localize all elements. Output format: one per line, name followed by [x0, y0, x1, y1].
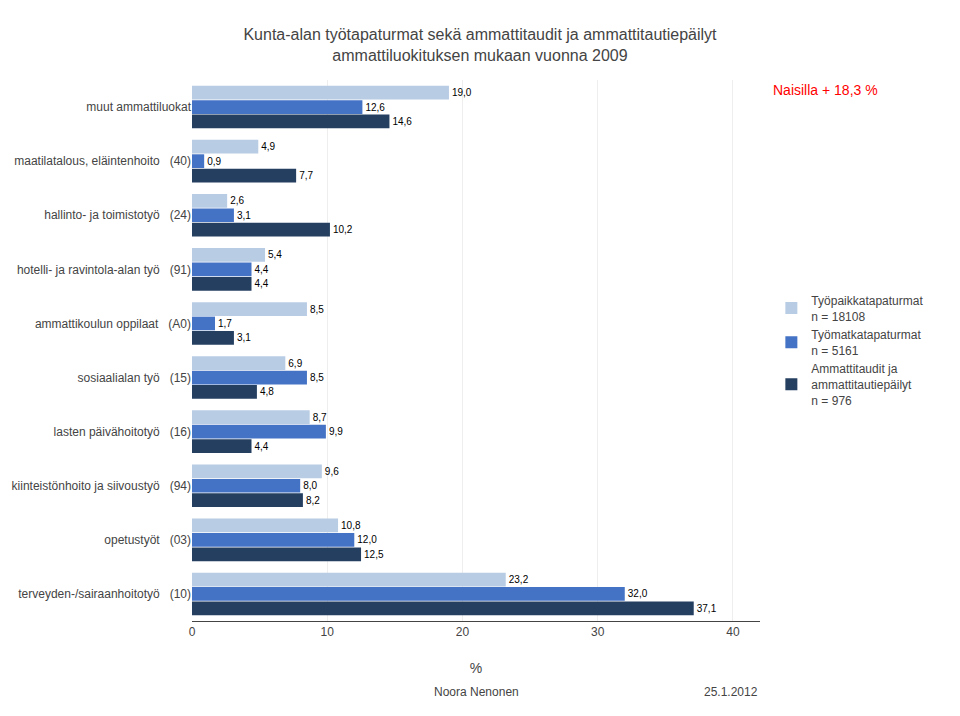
svg-text:23,2: 23,2: [509, 574, 529, 585]
svg-text:8,5: 8,5: [310, 304, 324, 315]
svg-text:4,8: 4,8: [260, 386, 274, 397]
svg-text:37,1: 37,1: [697, 603, 717, 614]
svg-text:opetustyöt (03): opetustyöt (03): [104, 533, 191, 547]
svg-text:ammattikoulun oppilaat (A0): ammattikoulun oppilaat (A0): [35, 317, 191, 331]
svg-text:kiinteistönhoito ja siivoustyö: kiinteistönhoito ja siivoustyö (94): [12, 479, 191, 493]
svg-text:8,2: 8,2: [306, 495, 320, 506]
svg-text:14,6: 14,6: [392, 116, 412, 127]
svg-text:10,8: 10,8: [341, 520, 361, 531]
svg-text:Noora Nenonen: Noora Nenonen: [434, 685, 519, 699]
svg-text:Työmatkatapaturmatn = 5161: Työmatkatapaturmatn = 5161: [811, 328, 921, 358]
svg-text:12,0: 12,0: [357, 534, 377, 545]
svg-text:Työpaikkatapaturmatn = 18108: Työpaikkatapaturmatn = 18108: [811, 294, 923, 324]
svg-text:hallinto- ja toimistotyö (24: hallinto- ja toimistotyö (24): [44, 208, 191, 222]
svg-text:8,7: 8,7: [313, 412, 327, 423]
svg-text:sosiaalialan työ (15): sosiaalialan työ (15): [78, 371, 191, 385]
svg-text:12,5: 12,5: [364, 549, 384, 560]
svg-text:4,4: 4,4: [255, 441, 269, 452]
svg-text:0,9: 0,9: [207, 156, 221, 167]
svg-text:19,0: 19,0: [452, 87, 472, 98]
svg-text:6,9: 6,9: [288, 358, 302, 369]
svg-text:terveyden-/sairaanhoitotyö (: terveyden-/sairaanhoitotyö (10): [18, 587, 191, 601]
svg-text:9,6: 9,6: [325, 466, 339, 477]
svg-text:5,4: 5,4: [268, 249, 282, 260]
svg-text:9,9: 9,9: [329, 426, 343, 437]
svg-text:1,7: 1,7: [218, 318, 232, 329]
svg-text:Kunta-alan työtapaturmat sekä: Kunta-alan työtapaturmat sekä ammattitau…: [243, 26, 717, 64]
svg-text:3,1: 3,1: [237, 332, 251, 343]
svg-text:12,6: 12,6: [365, 102, 385, 113]
svg-text:Ammattitaudit jaammattitautiep: Ammattitaudit jaammattitautiepäilytn = 9…: [811, 362, 912, 407]
svg-text:20: 20: [456, 625, 470, 639]
svg-text:maatilatalous, eläintenhoito: maatilatalous, eläintenhoito (40): [14, 154, 191, 168]
svg-text:muut ammattiluokat: muut ammattiluokat: [86, 100, 191, 114]
svg-text:2,6: 2,6: [230, 195, 244, 206]
svg-text:4,9: 4,9: [261, 141, 275, 152]
svg-text:8,5: 8,5: [310, 372, 324, 383]
svg-text:32,0: 32,0: [628, 588, 648, 599]
svg-text:25.1.2012: 25.1.2012: [704, 685, 758, 699]
svg-text:4,4: 4,4: [255, 264, 269, 275]
svg-text:lasten päivähoitotyö (16): lasten päivähoitotyö (16): [54, 425, 191, 439]
svg-text:%: %: [470, 660, 482, 676]
svg-text:0: 0: [189, 625, 196, 639]
svg-text:10,2: 10,2: [333, 224, 353, 235]
svg-text:7,7: 7,7: [299, 170, 313, 181]
svg-text:3,1: 3,1: [237, 210, 251, 221]
svg-text:8,0: 8,0: [303, 480, 317, 491]
svg-text:Naisilla + 18,3 %: Naisilla + 18,3 %: [773, 82, 878, 98]
svg-text:40: 40: [726, 625, 740, 639]
svg-text:10: 10: [321, 625, 335, 639]
svg-text:30: 30: [591, 625, 605, 639]
svg-text:4,4: 4,4: [255, 278, 269, 289]
svg-text:hotelli- ja ravintola-alan työ: hotelli- ja ravintola-alan työ (91): [17, 263, 191, 277]
